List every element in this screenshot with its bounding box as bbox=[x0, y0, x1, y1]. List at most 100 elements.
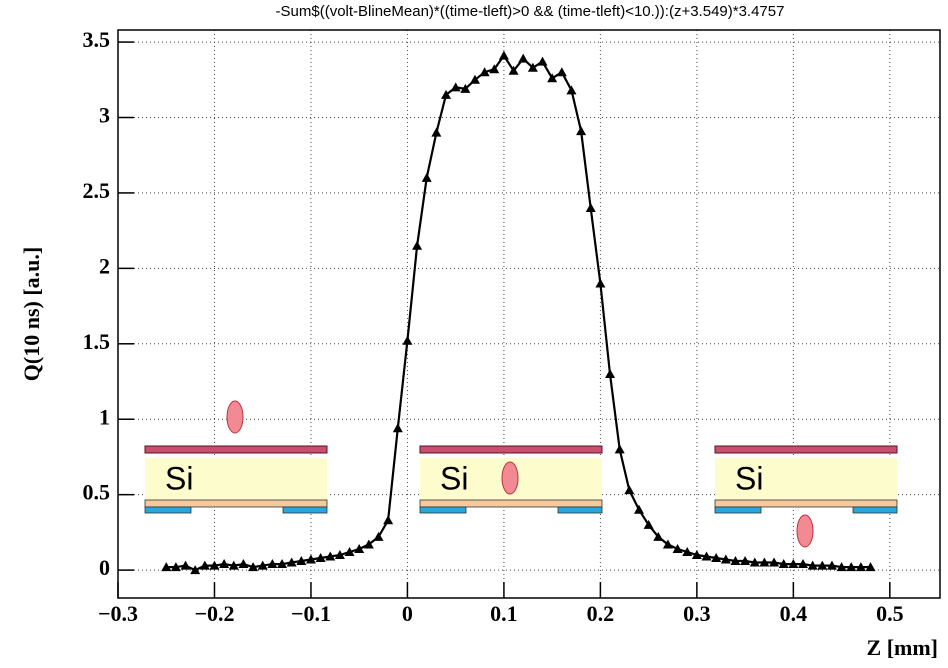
sensor-pad bbox=[557, 506, 603, 514]
data-point bbox=[325, 551, 336, 561]
data-point bbox=[749, 557, 760, 567]
data-point bbox=[740, 556, 751, 566]
sensor-pad bbox=[852, 506, 898, 514]
data-point bbox=[277, 559, 288, 569]
x-tick-label: −0.3 bbox=[98, 601, 138, 626]
data-point bbox=[691, 550, 702, 560]
y-tick-label: 0.5 bbox=[83, 480, 111, 505]
x-tick-label: 0 bbox=[402, 601, 413, 626]
sensor-back-layer bbox=[714, 499, 898, 508]
data-point bbox=[296, 556, 307, 566]
sensor-bulk bbox=[715, 458, 897, 500]
data-point bbox=[373, 531, 384, 541]
data-point bbox=[402, 335, 413, 345]
data-point bbox=[412, 240, 423, 250]
data-point bbox=[460, 83, 471, 93]
charge-cloud bbox=[501, 461, 519, 495]
data-point bbox=[257, 560, 268, 570]
data-point bbox=[556, 67, 567, 77]
y-tick-label: 1.5 bbox=[83, 329, 111, 354]
y-tick-label: 0 bbox=[99, 555, 110, 580]
marks bbox=[161, 50, 876, 575]
data-point bbox=[730, 556, 741, 566]
data-point bbox=[595, 278, 606, 288]
data-point bbox=[585, 203, 596, 213]
data-point bbox=[605, 368, 616, 378]
data-point bbox=[508, 65, 519, 75]
data-point bbox=[643, 519, 654, 529]
sensor-label: Si bbox=[735, 460, 763, 496]
data-point bbox=[711, 553, 722, 563]
data-point bbox=[701, 551, 712, 561]
y-tick-label: 3 bbox=[99, 103, 110, 128]
data-point bbox=[248, 562, 259, 572]
data-point bbox=[238, 559, 249, 569]
x-tick-label: −0.2 bbox=[194, 601, 234, 626]
data-point bbox=[798, 559, 808, 569]
data-point bbox=[537, 56, 548, 66]
data-point bbox=[344, 546, 355, 556]
data-point bbox=[547, 73, 558, 83]
data-point bbox=[498, 50, 509, 60]
data-point bbox=[826, 560, 837, 570]
data-point bbox=[450, 82, 461, 92]
data-point bbox=[836, 562, 847, 572]
data-point bbox=[315, 553, 326, 563]
data-point bbox=[855, 562, 866, 572]
sensor-top-electrode bbox=[144, 445, 328, 454]
data-point bbox=[431, 127, 442, 137]
data-point bbox=[624, 485, 635, 495]
x-tick-label: 0.4 bbox=[780, 601, 808, 626]
data-point bbox=[383, 515, 394, 525]
sensors: Si Si Si bbox=[144, 400, 898, 548]
data-point bbox=[421, 172, 432, 182]
grid bbox=[117, 30, 940, 598]
data-point bbox=[846, 562, 857, 572]
data-point bbox=[219, 559, 230, 569]
data-point bbox=[489, 64, 500, 74]
sensor-label: Si bbox=[440, 460, 468, 496]
data-point bbox=[817, 560, 828, 570]
data-point bbox=[662, 539, 673, 549]
data-point bbox=[170, 562, 181, 572]
chart-title: -Sum$((volt-BlineMean)*((time-tleft)>0 &… bbox=[276, 3, 785, 20]
x-axis-label: Z [mm] bbox=[867, 635, 938, 660]
data-point bbox=[778, 559, 789, 569]
data-point bbox=[720, 554, 731, 564]
sensor-back-layer bbox=[419, 499, 603, 508]
sensor-pad bbox=[282, 506, 328, 514]
data-point bbox=[479, 67, 490, 77]
charge-cloud bbox=[226, 400, 244, 434]
sensor-top-electrode bbox=[714, 445, 898, 454]
y-tick-label: 3.5 bbox=[83, 27, 111, 52]
data-point bbox=[759, 557, 770, 567]
data-point bbox=[633, 504, 644, 514]
y-tick-label: 2 bbox=[99, 253, 110, 278]
data-point bbox=[469, 74, 480, 84]
data-point bbox=[180, 560, 191, 570]
data-point bbox=[527, 62, 538, 72]
data-point bbox=[305, 554, 316, 564]
data-point bbox=[354, 543, 365, 553]
data-point bbox=[518, 53, 529, 63]
y-tick-label: 1 bbox=[99, 404, 110, 429]
data-point bbox=[441, 89, 452, 99]
data-point bbox=[788, 559, 799, 569]
sensor-label: Si bbox=[165, 460, 193, 496]
data-point bbox=[199, 560, 210, 570]
sensor-pad bbox=[419, 506, 467, 514]
x-tick-label: 0.2 bbox=[587, 601, 615, 626]
frame bbox=[117, 29, 941, 599]
data-point bbox=[807, 560, 818, 570]
x-tick-label: −0.1 bbox=[291, 601, 331, 626]
data-point bbox=[614, 444, 625, 454]
y-tick-label: 2.5 bbox=[83, 178, 111, 203]
data-point bbox=[286, 557, 297, 567]
y-axis-label: Q(10 ns) [a.u.] bbox=[19, 247, 44, 381]
charge-cloud bbox=[796, 514, 814, 548]
x-tick-label: 0.3 bbox=[683, 601, 711, 626]
data-point bbox=[566, 85, 577, 95]
data-point bbox=[190, 565, 201, 575]
